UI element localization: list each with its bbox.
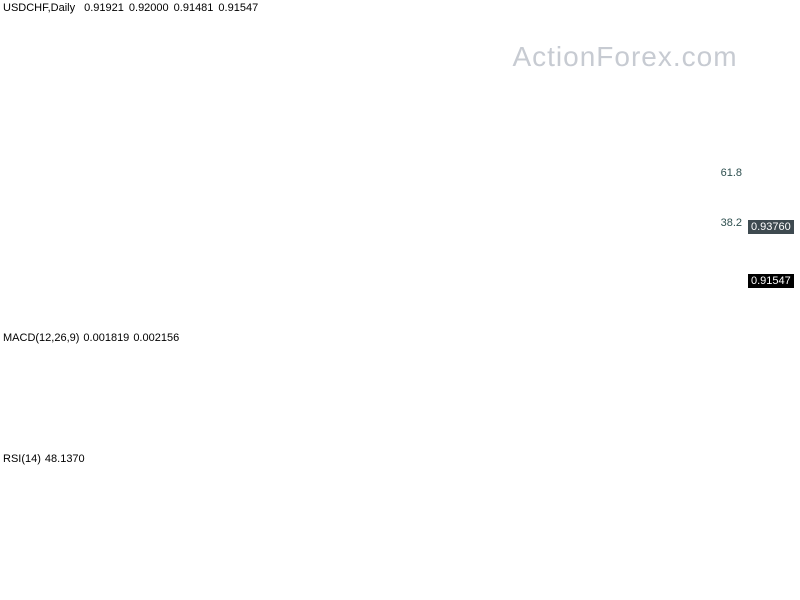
fib-382-label: 38.2 — [720, 217, 742, 229]
fib-618-label: 61.8 — [720, 167, 742, 179]
rsi-title: RSI(14) — [3, 453, 41, 465]
low-value: 0.91481 — [173, 2, 214, 14]
price-tag-fib382: 0.93760 — [748, 220, 794, 234]
price-tag-current: 0.91547 — [748, 274, 794, 288]
chart-header: USDCHF,Daily 0.91921 0.92000 0.91481 0.91547 — [3, 2, 263, 15]
macd-header: MACD(12,26,9) 0.001819 0.002156 — [3, 332, 179, 345]
macd-title: MACD(12,26,9) — [3, 332, 80, 344]
symbol-timeframe-label: USDCHF,Daily — [3, 2, 76, 14]
rsi-value: 48.1370 — [44, 453, 85, 465]
rsi-header: RSI(14) 48.1370 — [3, 453, 85, 466]
watermark: ActionForex.com — [512, 41, 738, 72]
macd-main-value: 0.001819 — [83, 332, 130, 344]
high-value: 0.92000 — [128, 2, 169, 14]
open-value: 0.91921 — [84, 2, 124, 14]
close-value: 0.91547 — [218, 2, 259, 14]
macd-signal-value: 0.002156 — [133, 332, 180, 344]
